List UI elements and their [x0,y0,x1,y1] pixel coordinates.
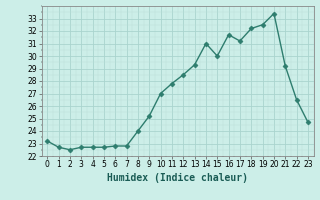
X-axis label: Humidex (Indice chaleur): Humidex (Indice chaleur) [107,173,248,183]
